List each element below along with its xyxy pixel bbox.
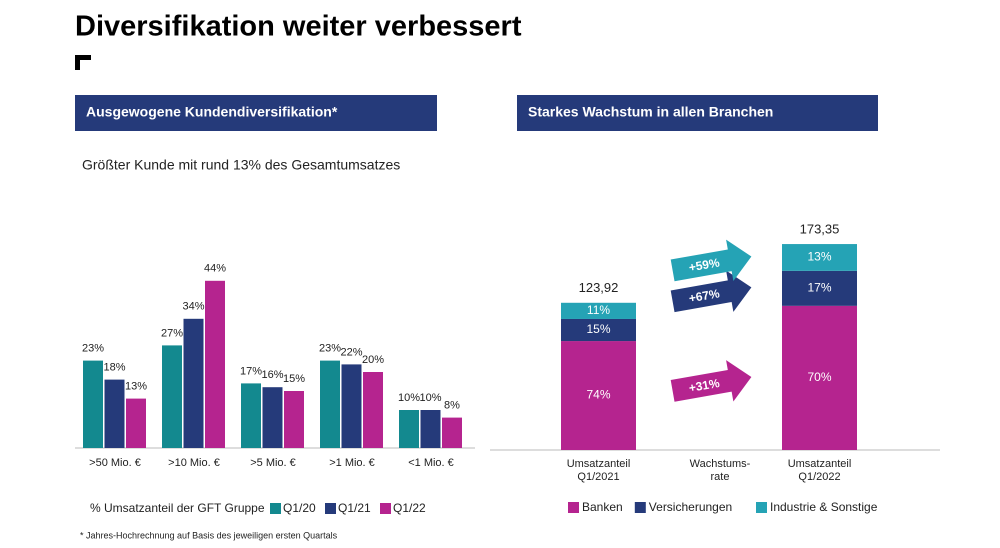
bar xyxy=(341,364,362,448)
x-tick-label: >10 Mio. € xyxy=(168,457,220,469)
bar xyxy=(162,345,182,448)
value-label: 13% xyxy=(125,381,147,393)
legend-swatch xyxy=(756,502,767,513)
value-label: 8% xyxy=(444,400,460,412)
x-tick-label: rate xyxy=(711,471,730,483)
x-tick-label: >5 Mio. € xyxy=(250,457,296,469)
x-tick-label: Wachstums- xyxy=(690,458,751,470)
bar-segment xyxy=(782,305,857,450)
panel-header: Starkes Wachstum in allen Branchen xyxy=(528,104,773,120)
bar xyxy=(399,410,419,448)
header-box xyxy=(517,95,878,131)
value-label: 15% xyxy=(283,373,305,385)
footnote: * Jahres-Hochrechnung auf Basis des jewe… xyxy=(80,530,338,540)
growth-arrow: +31% xyxy=(670,360,752,402)
x-tick-label: <1 Mio. € xyxy=(408,457,454,469)
value-label: 10% xyxy=(419,392,441,404)
x-tick-label: Q1/2021 xyxy=(577,471,619,483)
corner-mark xyxy=(75,55,91,70)
legend-swatch xyxy=(270,503,281,514)
bar xyxy=(284,391,304,448)
legend-label: Versicherungen xyxy=(649,500,732,514)
slide-title: Diversifikation weiter verbessert xyxy=(75,11,522,43)
panel-header: Ausgewogene Kundendiversifikation* xyxy=(86,104,338,120)
bar xyxy=(420,410,441,448)
growth-label: +59% xyxy=(688,255,721,274)
growth-arrow-shape xyxy=(670,270,752,313)
legend-label: Q1/20 xyxy=(283,501,316,515)
bar xyxy=(442,417,462,448)
x-tick-label: Umsatzanteil xyxy=(567,458,631,470)
bar xyxy=(320,360,340,448)
bar-segment xyxy=(561,302,636,319)
bar xyxy=(363,372,383,448)
growth-label: +67% xyxy=(688,286,721,305)
growth-arrow-shape xyxy=(670,239,752,282)
bar-segment xyxy=(561,318,636,342)
value-label: 20% xyxy=(362,354,384,366)
growth-label: +31% xyxy=(688,376,721,395)
value-label: 70% xyxy=(807,370,831,384)
subtitle: Größter Kunde mit rund 13% des Gesamtums… xyxy=(82,157,400,173)
legend-label: Q1/22 xyxy=(393,501,426,515)
value-label: 13% xyxy=(807,250,831,264)
x-tick-label: Q1/2022 xyxy=(798,471,840,483)
value-label: 34% xyxy=(182,301,204,313)
total-label: 123,92 xyxy=(579,280,619,295)
value-label: 16% xyxy=(261,369,283,381)
value-label: 74% xyxy=(586,388,610,402)
legend-label: Industrie & Sonstige xyxy=(770,500,878,514)
bar xyxy=(241,383,261,448)
bar-segment xyxy=(561,341,636,450)
bar xyxy=(183,318,204,448)
x-tick-label: >50 Mio. € xyxy=(89,457,141,469)
value-label: 10% xyxy=(398,392,420,404)
value-label: 23% xyxy=(319,343,341,355)
legend-label: Banken xyxy=(582,500,623,514)
value-label: 18% xyxy=(103,362,125,374)
value-label: 44% xyxy=(204,263,226,275)
value-label: 23% xyxy=(82,343,104,355)
legend-swatch xyxy=(380,503,391,514)
legend-swatch xyxy=(325,503,336,514)
growth-arrow-shape xyxy=(670,360,752,402)
x-tick-label: >1 Mio. € xyxy=(329,457,375,469)
value-label: 15% xyxy=(586,322,610,336)
header-box xyxy=(75,95,437,131)
legend-title: % Umsatzanteil der GFT Gruppe xyxy=(90,501,265,515)
growth-arrow: +67% xyxy=(670,270,752,313)
value-label: 22% xyxy=(340,346,362,358)
bar xyxy=(104,379,125,448)
value-label: 17% xyxy=(240,365,262,377)
legend-label: Q1/21 xyxy=(338,501,371,515)
legend-swatch xyxy=(634,502,646,513)
total-label: 173,35 xyxy=(800,221,840,236)
bar xyxy=(205,280,225,448)
bar xyxy=(262,387,283,448)
x-tick-label: Umsatzanteil xyxy=(788,458,852,470)
bar-segment xyxy=(782,244,857,271)
bar-segment xyxy=(782,270,857,306)
legend-swatch xyxy=(568,502,579,513)
value-label: 11% xyxy=(587,303,610,317)
bar xyxy=(83,360,103,448)
bar xyxy=(126,398,146,448)
growth-arrow: +59% xyxy=(670,239,752,282)
value-label: 27% xyxy=(161,327,183,339)
value-label: 17% xyxy=(807,281,831,295)
